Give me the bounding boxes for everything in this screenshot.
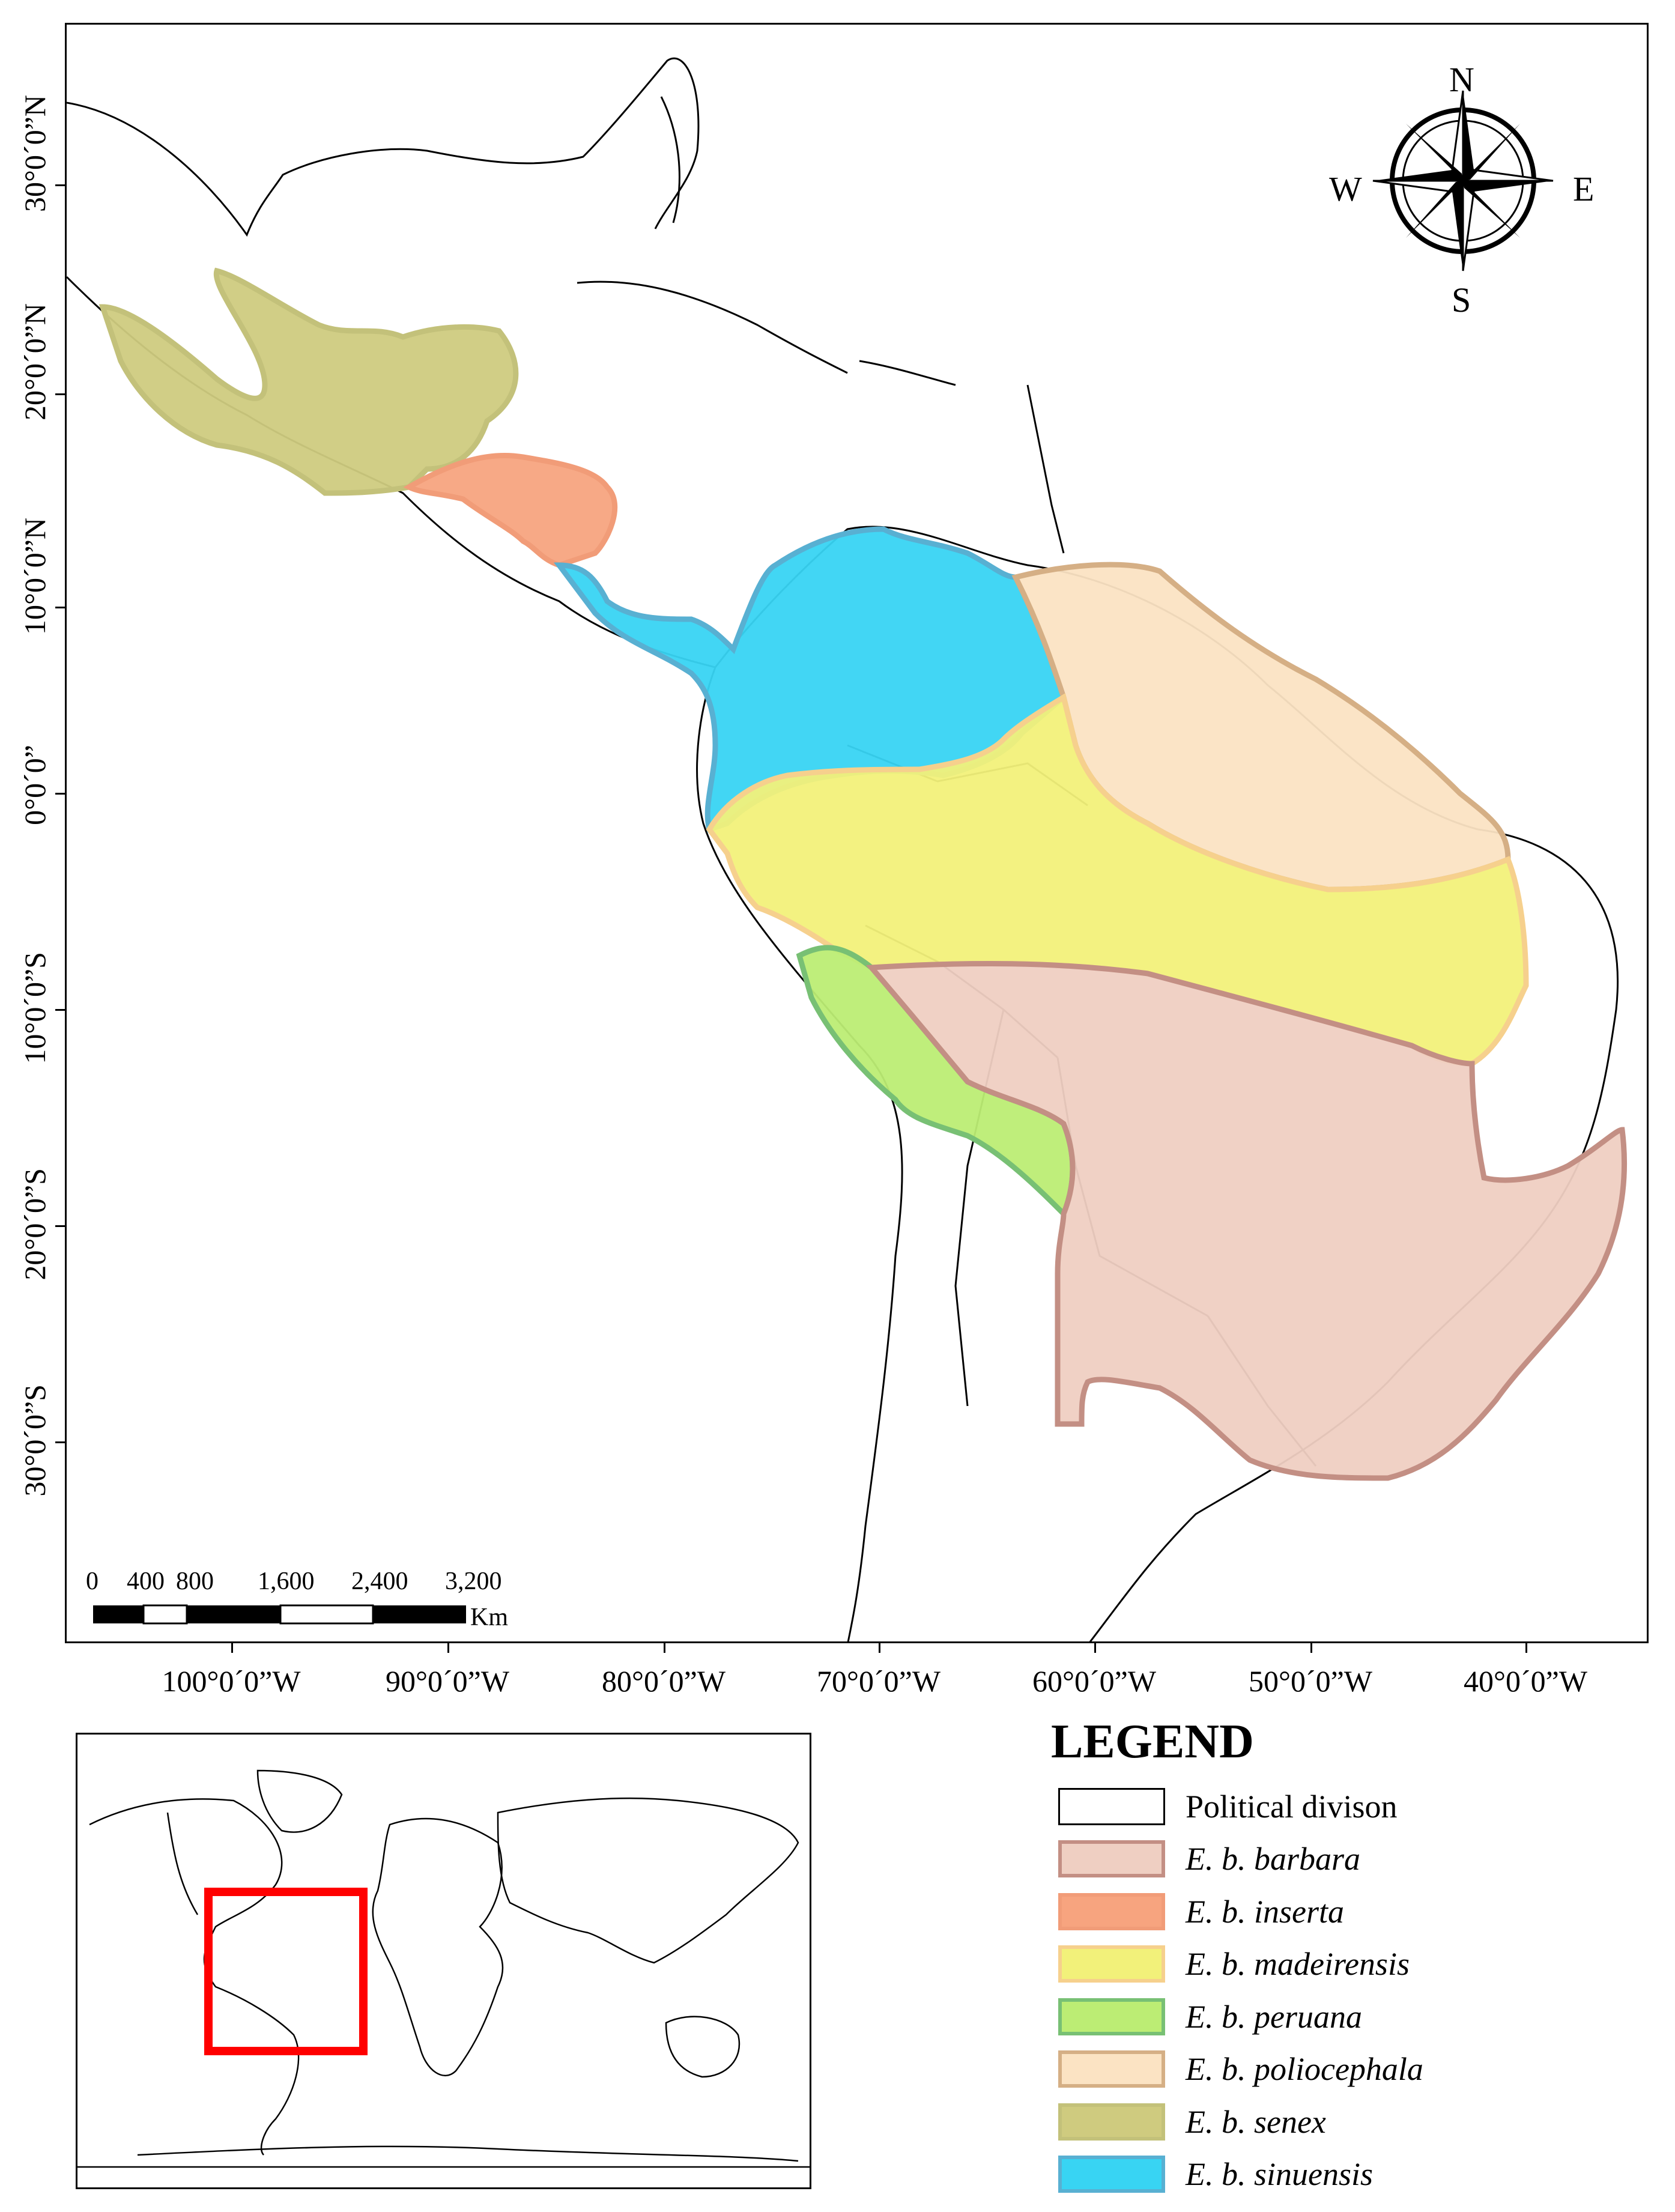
legend-item: E. b. peruana [1058,1996,1362,2038]
scale-tick-label: 1,600 [258,1568,315,1595]
inset-eurafrica [372,1817,504,2077]
longitude-label: 40°0´0”W [1463,1664,1588,1698]
scale-unit-label: Km [470,1604,508,1631]
legend-label: E. b. barbara [1186,1841,1361,1877]
longitude-label: 80°0´0”W [601,1664,726,1698]
map-canvas [67,57,1628,1641]
scale-tick-label: 0 [86,1568,98,1595]
legend-swatch-inserta [1058,1893,1165,1930]
latitude-label: 20°0´0”N [18,303,52,420]
latitude-tick [55,1441,65,1443]
legend-item: E. b. inserta [1058,1891,1344,1933]
latitude-label: 30°0´0”S [18,1384,52,1497]
inset-world-map [76,1733,811,2189]
legend-item: E. b. poliocephala [1058,2048,1423,2090]
compass-north-label: N [1449,60,1474,99]
scale-segment [93,1605,144,1623]
inset-americas [166,1812,199,1915]
legend-item: E. b. sinuensis [1058,2153,1373,2195]
compass-east-label: E [1573,169,1595,208]
inset-australia [665,2016,741,2078]
longitude-label: 100°0´0”W [162,1664,301,1698]
legend-title: LEGEND [1051,1715,1254,1768]
legend-swatch-senex [1058,2103,1165,2141]
latitude-label: 10°0´0”S [18,952,52,1064]
legend-swatch-madeirensis [1058,1945,1165,1983]
latitude-tick [55,1225,65,1227]
range-senex [98,267,519,496]
latitude-tick [55,1009,65,1011]
latitude-tick [55,184,65,186]
legend-swatch-poliocephala [1058,2050,1165,2088]
legend-swatch-political [1058,1788,1165,1825]
latitude-label: 30°0´0”N [18,95,52,212]
range-polygons [98,267,1628,1481]
latitude-label: 10°0´0”N [18,518,52,635]
latitude-tick [55,393,65,395]
scale-tick-label: 2,400 [351,1568,408,1595]
inset-canvas [77,1769,810,2168]
florida-coast [660,96,680,223]
longitude-label: 60°0´0”W [1032,1664,1157,1698]
legend-label: E. b. inserta [1186,1894,1344,1930]
legend-item: Political divison [1058,1786,1398,1828]
scale-segment [187,1605,280,1623]
main-map: N S W E 0 400 800 1,600 2,400 3,200 Km [65,23,1649,1643]
legend-swatch-barbara [1058,1840,1165,1877]
inset-antarctica [137,2145,799,2162]
compass-south-label: S [1452,280,1471,320]
legend-swatch-sinuensis [1058,2156,1165,2193]
world-coastlines [77,1769,810,2168]
cuba-coast [577,280,848,374]
hispaniola-coast [859,360,956,386]
legend-label: E. b. peruana [1186,1999,1362,2035]
compass-rose [1372,90,1554,271]
south-america-west-coast [696,667,903,1641]
compass-west-label: W [1329,169,1362,208]
legend-label: E. b. sinuensis [1186,2156,1374,2192]
legend-item: E. b. senex [1058,2101,1326,2143]
longitude-tick [1525,1643,1527,1653]
range-inserta [403,453,618,568]
legend-label: E. b. madeirensis [1186,1946,1410,1982]
latitude-tick [55,607,65,608]
legend-label: E. b. senex [1186,2104,1326,2140]
north-america-coast [67,57,700,237]
longitude-label: 50°0´0”W [1248,1664,1373,1698]
inset-focus-box [204,1888,368,2055]
scale-tick-label: 3,200 [445,1568,502,1595]
longitude-label: 70°0´0”W [816,1664,941,1698]
longitude-tick [231,1643,233,1653]
legend-label: Political divison [1186,1789,1398,1825]
inset-greenland [256,1769,343,1833]
longitude-tick [1310,1643,1312,1653]
legend-swatch-peruana [1058,1998,1165,2035]
scale-segment [142,1604,188,1625]
legend-item: E. b. barbara [1058,1838,1360,1880]
scale-tick-label: 800 [176,1568,214,1595]
longitude-tick [664,1643,665,1653]
inset-asia [497,1797,799,1964]
longitude-tick [879,1643,880,1653]
latitude-label: 0°0´0” [18,745,52,825]
range-barbara [865,960,1628,1481]
scale-segment [373,1605,466,1623]
legend-item: E. b. madeirensis [1058,1943,1410,1985]
legend-label: E. b. poliocephala [1186,2051,1423,2087]
scale-tick-label: 400 [127,1568,165,1595]
longitude-tick [1094,1643,1096,1653]
latitude-tick [55,793,65,795]
latitude-label: 20°0´0”S [18,1168,52,1280]
inset-americas [89,1798,300,2156]
longitude-tick [447,1643,449,1653]
scale-bar [93,1604,466,1625]
scale-segment [279,1604,374,1625]
antilles-coast [1026,384,1065,554]
longitude-label: 90°0´0”W [385,1664,510,1698]
